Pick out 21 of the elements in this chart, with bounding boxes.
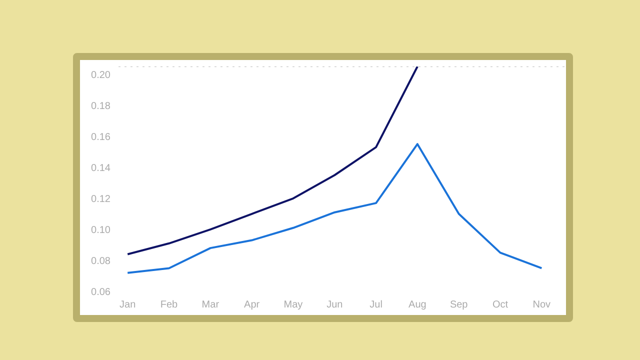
x-tick-label: Jul (370, 300, 382, 310)
x-tick-label: Oct (492, 300, 508, 310)
y-tick-label: 0.10 (91, 224, 111, 236)
y-tick-label: 0.12 (91, 194, 111, 205)
y-tick-label: 0.18 (91, 100, 111, 112)
x-tick-label: Aug (408, 300, 426, 310)
x-tick-label: Nov (532, 300, 551, 310)
y-tick-label: 0.08 (91, 256, 111, 267)
x-tick-label: Jun (326, 300, 343, 310)
x-tick-label: Jan (120, 300, 136, 310)
x-tick-label: May (284, 300, 303, 310)
y-tick-label: 0.16 (91, 132, 111, 143)
x-tick-label: Feb (160, 300, 178, 310)
y-tick-label: 0.06 (91, 287, 111, 298)
y-tick-label: 0.20 (91, 70, 111, 81)
y-tick-label: 0.14 (91, 162, 111, 174)
x-tick-label: Apr (244, 300, 260, 310)
line-series (126, 143, 543, 274)
x-tick-label: Mar (202, 300, 220, 310)
x-tick-label: Sep (450, 300, 468, 310)
line-series (126, 66, 418, 256)
